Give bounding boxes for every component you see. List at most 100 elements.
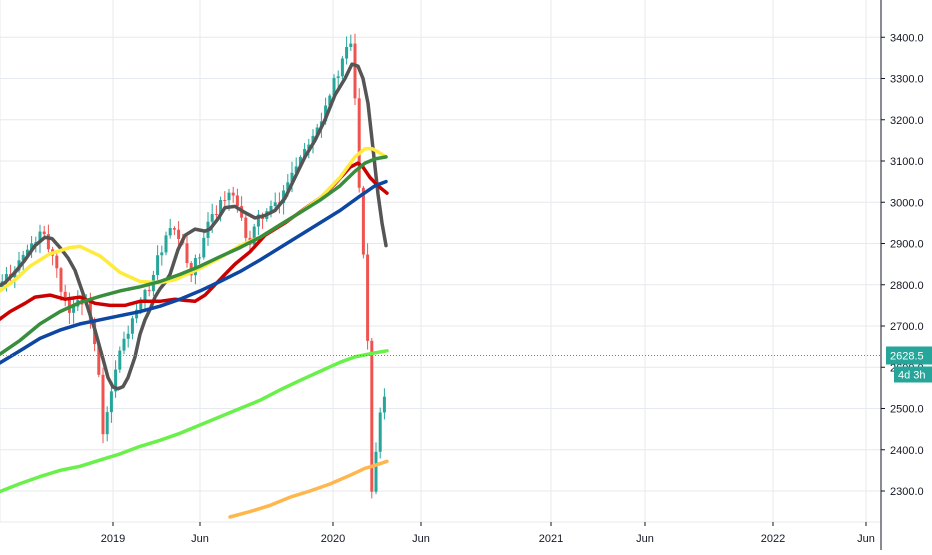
price-tick-label: 2400.0 bbox=[890, 445, 924, 457]
candle-body bbox=[72, 306, 76, 313]
indicator-line-2 bbox=[0, 161, 389, 322]
candle-body bbox=[109, 391, 113, 413]
time-tick-label: 2022 bbox=[761, 533, 785, 545]
price-tick-label: 3100.0 bbox=[890, 156, 924, 168]
candle-body bbox=[55, 255, 59, 269]
candle-body bbox=[198, 257, 202, 259]
candle-body bbox=[231, 192, 235, 196]
candle-body bbox=[105, 412, 109, 435]
candle-body bbox=[168, 228, 172, 236]
moving-average-lines bbox=[0, 62, 389, 519]
candle-body bbox=[382, 396, 386, 413]
candle-body bbox=[336, 76, 340, 78]
candle-body bbox=[366, 254, 370, 341]
price-tick-label: 3400.0 bbox=[890, 32, 924, 44]
time-tick-label: Jun bbox=[636, 533, 654, 545]
candle-body bbox=[374, 451, 378, 492]
price-tick-label: 2900.0 bbox=[890, 239, 924, 251]
candle-body bbox=[244, 217, 248, 238]
price-tick-label: 2800.0 bbox=[890, 280, 924, 292]
candle-body bbox=[227, 192, 231, 201]
time-tick-label: 2019 bbox=[101, 533, 125, 545]
price-tick-label: 2300.0 bbox=[890, 486, 924, 498]
candle-body bbox=[214, 214, 218, 216]
candle-body bbox=[122, 338, 126, 351]
candle-body bbox=[349, 43, 353, 47]
candle-body bbox=[219, 200, 223, 215]
candle-body bbox=[286, 182, 290, 191]
candle-body bbox=[147, 289, 151, 292]
candle-body bbox=[21, 254, 25, 261]
candle-body bbox=[290, 172, 294, 183]
last-price-label: 2628.5 bbox=[890, 350, 924, 362]
candle-body bbox=[97, 344, 101, 375]
price-tick-label: 2700.0 bbox=[890, 321, 924, 333]
candle-body bbox=[361, 187, 365, 255]
price-tick-label: 3200.0 bbox=[890, 115, 924, 127]
candle-body bbox=[353, 43, 357, 99]
candle-body bbox=[143, 289, 147, 300]
indicator-line-6 bbox=[0, 349, 389, 494]
candle-body bbox=[345, 46, 349, 59]
last-price-badge bbox=[886, 346, 932, 365]
indicator-line-4 bbox=[0, 155, 388, 357]
countdown-label: 4d 3h bbox=[898, 369, 926, 381]
indicator-line-3 bbox=[0, 146, 388, 294]
candle-body bbox=[118, 350, 122, 370]
candle-body bbox=[210, 214, 214, 222]
candle-body bbox=[164, 235, 168, 253]
time-tick-label: Jun bbox=[412, 533, 430, 545]
price-tick-label: 3000.0 bbox=[890, 197, 924, 209]
candle-body bbox=[25, 249, 29, 255]
candle-body bbox=[273, 202, 277, 206]
candle-body bbox=[328, 95, 332, 106]
candle-body bbox=[311, 135, 315, 145]
time-tick-label: Jun bbox=[191, 533, 209, 545]
candle-body bbox=[139, 299, 143, 310]
candle-body bbox=[130, 318, 134, 334]
candle-body bbox=[38, 231, 42, 243]
time-tick-label: 2020 bbox=[321, 533, 345, 545]
candle-body bbox=[269, 205, 273, 212]
candle-body bbox=[177, 229, 181, 239]
candle-body bbox=[282, 190, 286, 204]
candle-body bbox=[378, 412, 382, 452]
candle-body bbox=[67, 296, 71, 313]
candle-body bbox=[315, 127, 319, 136]
indicator-line-7 bbox=[228, 459, 389, 519]
time-tick-label: 2021 bbox=[539, 533, 563, 545]
candle-body bbox=[298, 157, 302, 167]
candle-body bbox=[202, 237, 206, 258]
candle-body bbox=[30, 243, 34, 250]
candle-body bbox=[252, 226, 256, 245]
candle-body bbox=[324, 105, 328, 122]
candle-body bbox=[63, 291, 67, 297]
candle-body bbox=[303, 148, 307, 158]
candle-body bbox=[114, 369, 118, 392]
candle-body bbox=[223, 200, 227, 202]
candle-body bbox=[235, 195, 239, 207]
candle-body bbox=[101, 374, 105, 435]
countdown-badge bbox=[894, 366, 932, 383]
candle-body bbox=[4, 274, 8, 282]
candle-body bbox=[46, 234, 50, 250]
candle-body bbox=[42, 231, 46, 235]
candle-body bbox=[332, 77, 336, 96]
candle-body bbox=[256, 214, 260, 227]
price-badges: 2628.5 4d 3h bbox=[886, 346, 932, 383]
candle-body bbox=[357, 98, 361, 188]
price-tick-label: 2500.0 bbox=[890, 404, 924, 416]
candle-body bbox=[59, 268, 63, 292]
price-axis[interactable]: 2300.02400.02500.02600.02700.02800.02900… bbox=[881, 32, 924, 498]
candle-body bbox=[370, 340, 374, 492]
candle-body bbox=[156, 255, 160, 275]
candle-body bbox=[160, 252, 164, 256]
price-tick-label: 3300.0 bbox=[890, 74, 924, 86]
indicator-line-1 bbox=[0, 62, 388, 391]
time-axis[interactable]: 2019 Jun 2020 Jun 2021 Jun 2022 Jun bbox=[101, 522, 875, 545]
candle-body bbox=[185, 243, 189, 264]
candle-body bbox=[340, 58, 344, 77]
candle-body bbox=[126, 333, 130, 339]
